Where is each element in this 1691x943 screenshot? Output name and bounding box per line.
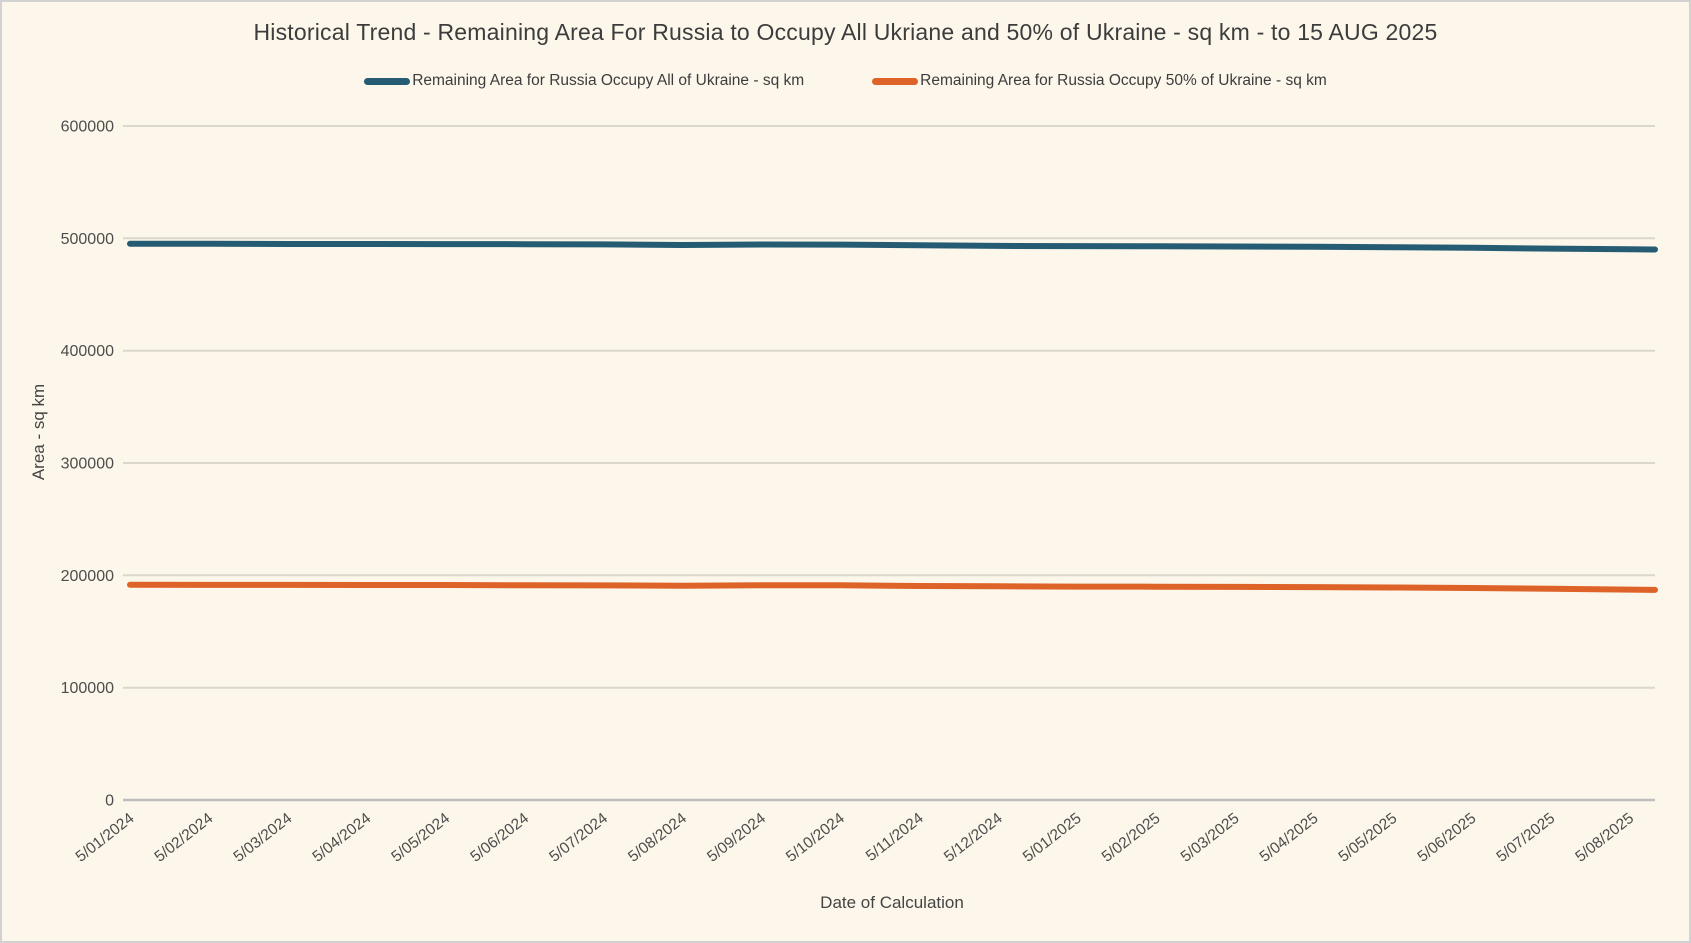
x-tick-label: 5/09/2024	[704, 810, 769, 866]
x-tick-label: 5/01/2025	[1020, 810, 1085, 866]
chart-legend: Remaining Area for Russia Occupy All of …	[2, 72, 1689, 90]
x-tick-label: 5/07/2024	[546, 810, 611, 866]
x-tick-label: 5/02/2024	[152, 810, 217, 866]
legend-label-all-ukraine: Remaining Area for Russia Occupy All of …	[412, 72, 805, 89]
y-tick-label: 100000	[61, 680, 114, 697]
x-tick-label: 5/07/2025	[1493, 810, 1558, 866]
y-tick-label: 500000	[61, 231, 114, 248]
x-tick-label: 5/05/2024	[388, 810, 453, 866]
legend-swatch-0	[364, 77, 411, 85]
x-tick-label: 5/03/2025	[1178, 810, 1243, 866]
x-tick-label: 5/01/2024	[73, 810, 138, 866]
legend-label-50-ukraine: Remaining Area for Russia Occupy 50% of …	[920, 72, 1327, 89]
x-tick-label: 5/08/2025	[1572, 810, 1637, 866]
x-tick-label: 5/06/2025	[1415, 810, 1480, 866]
x-tick-label: 5/04/2025	[1257, 810, 1322, 866]
y-tick-label: 200000	[61, 568, 114, 585]
chart-title: Historical Trend - Remaining Area For Ru…	[253, 19, 1438, 45]
y-tick-label: 0	[105, 793, 114, 810]
x-tick-label: 5/03/2024	[231, 810, 296, 866]
legend-item-50-ukraine: Remaining Area for Russia Occupy 50% of …	[872, 72, 1327, 90]
x-axis-title: Date of Calculation	[820, 893, 964, 912]
x-tick-label: 5/10/2024	[783, 810, 848, 866]
gridlines-group: 0 100000 200000 300000 400000 500000 600000	[61, 119, 1655, 810]
y-tick-label: 300000	[61, 456, 114, 473]
x-tick-label: 5/11/2024	[863, 810, 927, 865]
series-line-0	[127, 240, 1658, 253]
x-tick-labels-group: 5/01/2024 5/02/2024 5/03/2024 5/04/2024 5/05…	[73, 810, 1638, 866]
x-tick-label: 5/12/2024	[941, 810, 1006, 866]
y-tick-label: 400000	[61, 343, 114, 360]
x-tick-label: 5/04/2024	[309, 810, 374, 866]
x-tick-label: 5/06/2024	[467, 810, 532, 866]
x-tick-label: 5/08/2024	[625, 810, 690, 866]
x-tick-label: 5/05/2025	[1336, 810, 1401, 866]
legend-swatch-1	[872, 77, 919, 85]
y-tick-label: 600000	[61, 119, 114, 136]
legend-item-all-ukraine: Remaining Area for Russia Occupy All of …	[364, 72, 804, 90]
series-lines-group	[127, 240, 1658, 593]
x-tick-label: 5/02/2025	[1099, 810, 1164, 866]
series-line-1	[127, 581, 1658, 593]
y-axis-title: Area - sq km	[29, 384, 48, 480]
